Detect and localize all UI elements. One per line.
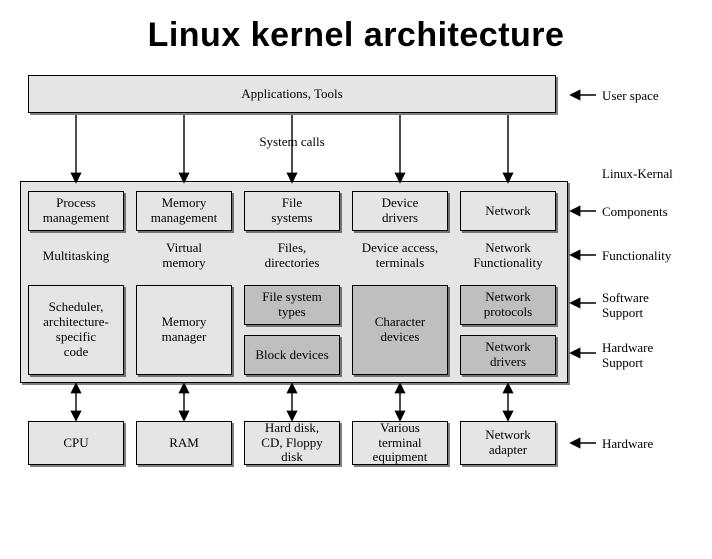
- box-hw_ram: RAM: [136, 421, 232, 465]
- side-label-functionality: Functionality: [602, 249, 671, 264]
- label-virtmem: Virtualmemory: [136, 241, 232, 271]
- side-label-hardware: Hardware: [602, 437, 653, 452]
- box-hw_cpu: CPU: [28, 421, 124, 465]
- box-sw_blockdev: Block devices: [244, 335, 340, 375]
- side-label-hwsupport: HardwareSupport: [602, 341, 653, 371]
- box-hw_netadp: Networkadapter: [460, 421, 556, 465]
- box-comp_dev: Devicedrivers: [352, 191, 448, 231]
- box-hw_disk: Hard disk,CD, Floppydisk: [244, 421, 340, 465]
- label-netfunc: NetworkFunctionality: [460, 241, 556, 271]
- box-sw_netproto: Networkprotocols: [460, 285, 556, 325]
- architecture-diagram: Applications, Tools Processmanagement Memo…: [10, 69, 702, 549]
- side-label-swsupport: SoftwareSupport: [602, 291, 649, 321]
- label-syscalls: System calls: [244, 135, 340, 150]
- box-comp_net: Network: [460, 191, 556, 231]
- box-comp_proc: Processmanagement: [28, 191, 124, 231]
- box-apps: Applications, Tools: [28, 75, 556, 113]
- label-multitask: Multitasking: [28, 249, 124, 264]
- box-comp_mem: Memorymanagement: [136, 191, 232, 231]
- box-comp_file: Filesystems: [244, 191, 340, 231]
- label-filesdirs: Files,directories: [244, 241, 340, 271]
- label-devaccess: Device access,terminals: [352, 241, 448, 271]
- box-sw_fstypes: File systemtypes: [244, 285, 340, 325]
- side-label-userspace: User space: [602, 89, 659, 104]
- box-hw_term: Variousterminalequipment: [352, 421, 448, 465]
- page-title: Linux kernel architecture: [10, 16, 702, 55]
- side-label-linuxkernel: Linux-Kernal: [602, 167, 673, 182]
- side-label-components: Components: [602, 205, 668, 220]
- box-sw_sched: Scheduler,architecture-specificcode: [28, 285, 124, 375]
- box-sw_chardev: Characterdevices: [352, 285, 448, 375]
- box-sw_memmgr: Memorymanager: [136, 285, 232, 375]
- box-sw_netdrv: Networkdrivers: [460, 335, 556, 375]
